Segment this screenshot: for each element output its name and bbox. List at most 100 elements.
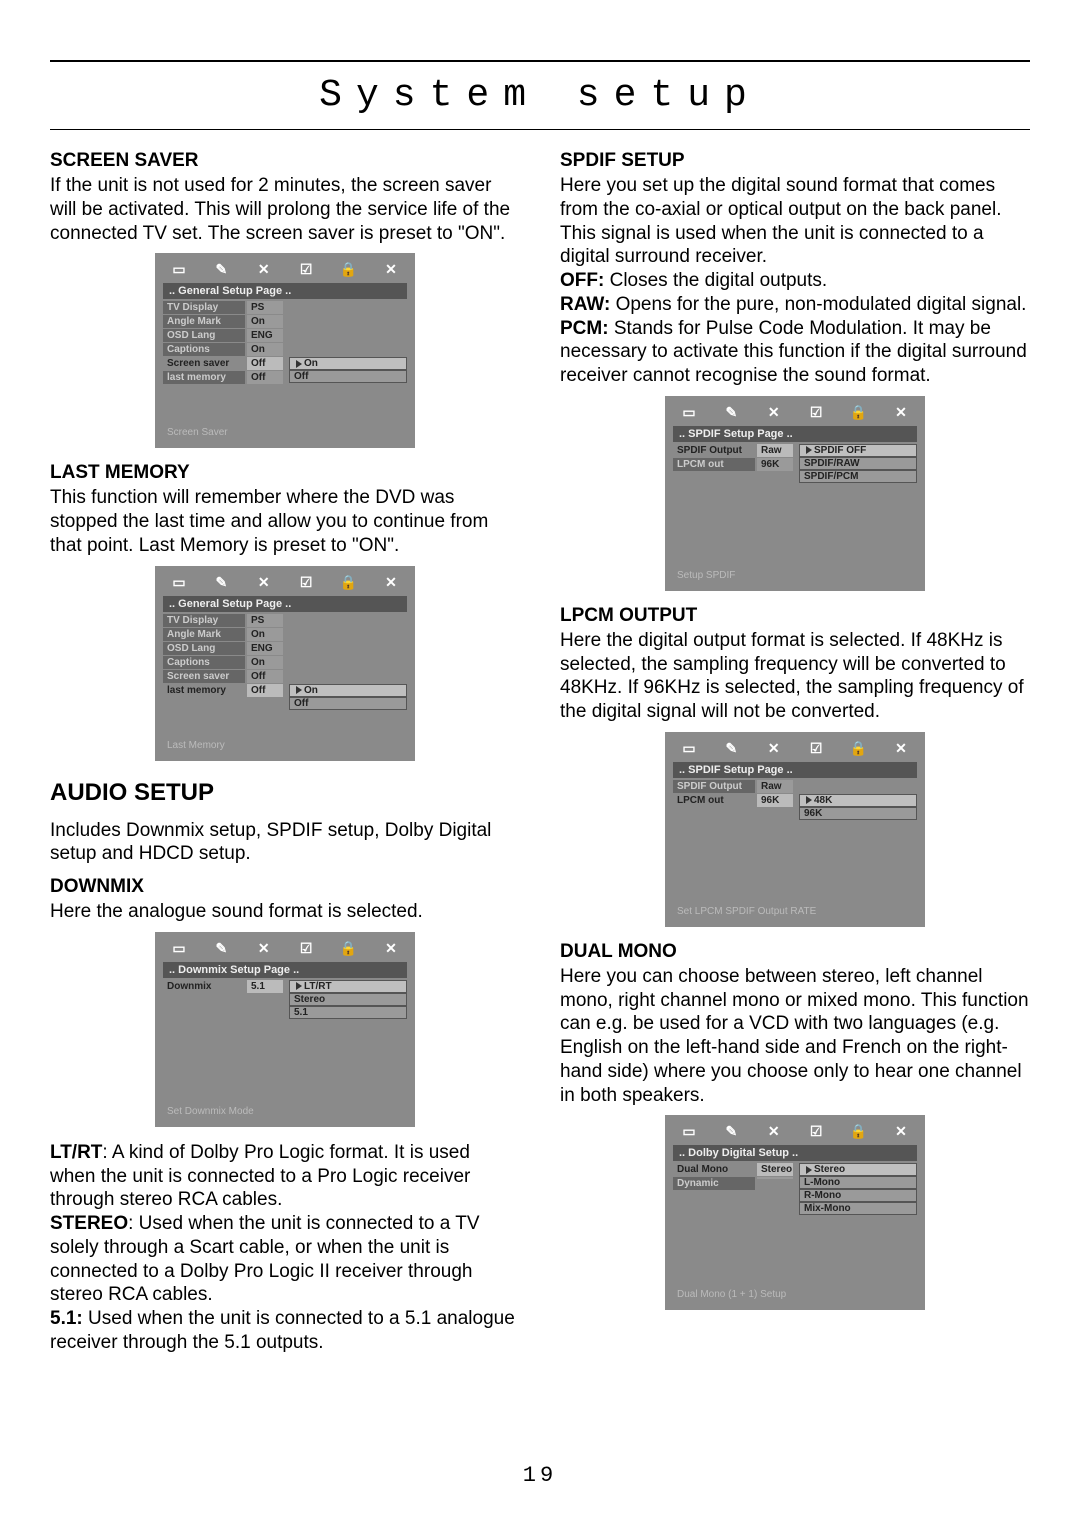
menu-row-value: 96K bbox=[757, 458, 793, 471]
menu-suboption: R-Mono bbox=[799, 1189, 917, 1202]
menu-screenshot: ▭✎✕☑🔒✕.. General Setup Page ..TV Display… bbox=[155, 566, 415, 761]
menu-screenshot: ▭✎✕☑🔒✕.. SPDIF Setup Page ..SPDIF Output… bbox=[665, 732, 925, 927]
menu-footer: Setup SPDIF bbox=[673, 554, 917, 583]
menu-row: LPCM out bbox=[673, 458, 755, 471]
menu-tab-icon: ▭ bbox=[169, 261, 189, 277]
menu-tab-icon: ✕ bbox=[764, 1123, 784, 1139]
menu-tab-icon: ✕ bbox=[891, 740, 911, 756]
menu-tab-icon: ☑ bbox=[806, 1123, 826, 1139]
menu-row: Captions bbox=[163, 656, 245, 669]
menu-tab-icon: ☑ bbox=[296, 574, 316, 590]
last-memory-heading: LAST MEMORY bbox=[50, 462, 520, 484]
menu-row-value: Raw bbox=[757, 780, 793, 793]
menu-tab-icons: ▭✎✕☑🔒✕ bbox=[163, 940, 407, 962]
menu-row: Dynamic bbox=[673, 1177, 755, 1190]
menu-suboption: SPDIF/RAW bbox=[799, 457, 917, 470]
menu-tab-icon: ✕ bbox=[254, 261, 274, 277]
menu-tab-icon: ☑ bbox=[296, 261, 316, 277]
menu-tab-icon: ▭ bbox=[679, 1123, 699, 1139]
arrow-icon bbox=[296, 360, 302, 368]
menu-footer: Dual Mono (1 + 1) Setup bbox=[673, 1273, 917, 1302]
menu-suboption: 48K bbox=[799, 794, 917, 807]
menu-screenshot: ▭✎✕☑🔒✕.. SPDIF Setup Page ..SPDIF Output… bbox=[665, 396, 925, 591]
menu-row: Screen saver bbox=[163, 670, 245, 683]
menu-tab-icons: ▭✎✕☑🔒✕ bbox=[673, 740, 917, 762]
downmix-options-text: LT/RT: A kind of Dolby Pro Logic format.… bbox=[50, 1141, 520, 1355]
arrow-icon bbox=[806, 446, 812, 454]
menu-tab-icon: 🔒 bbox=[339, 261, 359, 277]
menu-tab-icon: 🔒 bbox=[849, 404, 869, 420]
menu-title: .. Dolby Digital Setup .. bbox=[673, 1145, 917, 1161]
menu-row-value: ENG bbox=[247, 642, 283, 655]
menu-tab-icons: ▭✎✕☑🔒✕ bbox=[163, 261, 407, 283]
menu-tab-icon: ▭ bbox=[679, 404, 699, 420]
menu-title: .. SPDIF Setup Page .. bbox=[673, 762, 917, 778]
page-title: System setup bbox=[50, 62, 1030, 129]
menu-screenshot: ▭✎✕☑🔒✕.. General Setup Page ..TV Display… bbox=[155, 253, 415, 448]
page-number: 19 bbox=[0, 1463, 1080, 1488]
spdif-text: Here you set up the digital sound format… bbox=[560, 174, 1030, 388]
menu-tab-icon: 🔒 bbox=[849, 740, 869, 756]
menu-footer: Set Downmix Mode bbox=[163, 1090, 407, 1119]
menu-row: SPDIF Output bbox=[673, 780, 755, 793]
menu-row: Angle Mark bbox=[163, 315, 245, 328]
menu-row-value: Off bbox=[247, 684, 283, 697]
screen-saver-text: If the unit is not used for 2 minutes, t… bbox=[50, 174, 520, 245]
menu-row: TV Display bbox=[163, 301, 245, 314]
menu-suboption: On bbox=[289, 684, 407, 697]
raw-text: Opens for the pure, non-modulated digita… bbox=[610, 294, 1026, 315]
menu-row-value: On bbox=[247, 628, 283, 641]
menu-suboption: Mix-Mono bbox=[799, 1202, 917, 1215]
menu-tab-icon: 🔒 bbox=[339, 940, 359, 956]
menu-row-value: Off bbox=[247, 357, 283, 370]
menu-tab-icon: ✎ bbox=[211, 574, 231, 590]
menu-row-value: Off bbox=[247, 670, 283, 683]
menu-tab-icons: ▭✎✕☑🔒✕ bbox=[673, 404, 917, 426]
menu-suboption: LT/RT bbox=[289, 980, 407, 993]
menu-footer: Set LPCM SPDIF Output RATE bbox=[673, 890, 917, 919]
raw-label: RAW: bbox=[560, 294, 610, 315]
menu-row-value: On bbox=[247, 315, 283, 328]
downmix-text: Here the analogue sound format is select… bbox=[50, 900, 520, 924]
menu-suboption: On bbox=[289, 357, 407, 370]
menu-row: Angle Mark bbox=[163, 628, 245, 641]
menu-row-value: Stereo bbox=[757, 1163, 793, 1176]
menu-row: Dual Mono bbox=[673, 1163, 755, 1176]
arrow-icon bbox=[296, 982, 302, 990]
menu-tab-icon: ✕ bbox=[381, 940, 401, 956]
menu-row: SPDIF Output bbox=[673, 444, 755, 457]
spdif-heading: SPDIF SETUP bbox=[560, 150, 1030, 172]
menu-row-value: 96K bbox=[757, 794, 793, 807]
dual-mono-text: Here you can choose between stereo, left… bbox=[560, 965, 1030, 1108]
menu-tab-icon: ▭ bbox=[679, 740, 699, 756]
menu-suboption: Stereo bbox=[799, 1163, 917, 1176]
left-column: SCREEN SAVER If the unit is not used for… bbox=[50, 150, 520, 1363]
menu-tab-icon: ▭ bbox=[169, 574, 189, 590]
menu-footer: Last Memory bbox=[163, 724, 407, 753]
audio-setup-heading: AUDIO SETUP bbox=[50, 779, 520, 807]
menu-row: OSD Lang bbox=[163, 642, 245, 655]
menu-tab-icon: ✕ bbox=[764, 740, 784, 756]
menu-tab-icon: ▭ bbox=[169, 940, 189, 956]
menu-row-value: PS bbox=[247, 301, 283, 314]
five1-label: 5.1: bbox=[50, 1308, 83, 1329]
pcm-text: Stands for Pulse Code Modulation. It may… bbox=[560, 318, 1027, 387]
ltrt-label: LT/RT bbox=[50, 1142, 102, 1163]
menu-suboption: SPDIF/PCM bbox=[799, 470, 917, 483]
menu-row-value: PS bbox=[247, 614, 283, 627]
menu-title: .. General Setup Page .. bbox=[163, 283, 407, 299]
menu-tab-icon: ✕ bbox=[381, 574, 401, 590]
menu-suboption: 5.1 bbox=[289, 1006, 407, 1019]
menu-tab-icon: ☑ bbox=[806, 404, 826, 420]
menu-row: Captions bbox=[163, 343, 245, 356]
menu-row-value: ENG bbox=[247, 329, 283, 342]
pcm-label: PCM: bbox=[560, 318, 609, 339]
menu-tab-icon: ☑ bbox=[806, 740, 826, 756]
menu-row-value: Off bbox=[247, 371, 283, 384]
menu-tab-icon: ✕ bbox=[764, 404, 784, 420]
menu-tab-icon: 🔒 bbox=[849, 1123, 869, 1139]
off-text: Closes the digital outputs. bbox=[604, 270, 827, 291]
menu-tab-icon: ✎ bbox=[721, 1123, 741, 1139]
menu-tab-icon: 🔒 bbox=[339, 574, 359, 590]
menu-row: LPCM out bbox=[673, 794, 755, 807]
